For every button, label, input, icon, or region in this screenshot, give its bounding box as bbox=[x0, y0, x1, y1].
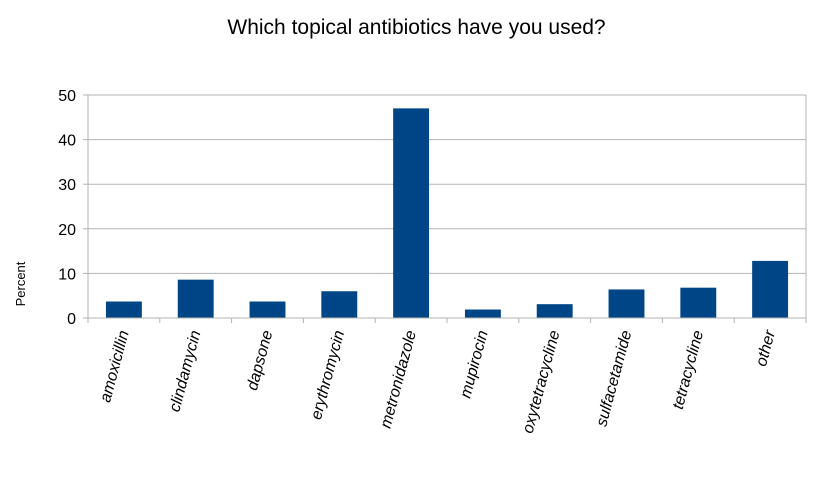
bar-mupirocin bbox=[464, 309, 501, 318]
bar-sulfacetamide bbox=[608, 289, 645, 318]
y-tick-label: 20 bbox=[58, 222, 76, 239]
bar-dapsone bbox=[249, 301, 286, 318]
axes bbox=[83, 94, 807, 323]
y-tick-label: 40 bbox=[58, 133, 76, 150]
x-tick-label: metronidazole bbox=[378, 329, 420, 431]
bar-erythromycin bbox=[321, 291, 358, 318]
y-tick-label: 0 bbox=[67, 311, 76, 328]
x-tick-label: mupirocin bbox=[457, 329, 491, 400]
bar-amoxicillin bbox=[105, 301, 142, 318]
y-tick-label: 50 bbox=[58, 88, 76, 105]
bar-clindamycin bbox=[177, 279, 214, 318]
x-tick-label: erythromycin bbox=[308, 329, 348, 422]
y-axis-label: Percent bbox=[13, 261, 28, 306]
x-tick-label: other bbox=[753, 328, 779, 368]
y-tick-label: 10 bbox=[58, 266, 76, 283]
x-tick-label: amoxicillin bbox=[97, 329, 133, 405]
bar-oxytetracycline bbox=[536, 304, 573, 318]
bar-other bbox=[752, 260, 789, 318]
x-tick-label: tetracycline bbox=[670, 329, 707, 412]
x-tick-label: sulfacetamide bbox=[593, 329, 635, 429]
bar-tetracycline bbox=[680, 287, 717, 318]
x-tick-label: dapsone bbox=[244, 329, 276, 393]
x-tick-labels: amoxicillin clindamycin dapsone erythromyci… bbox=[97, 328, 779, 435]
x-tick-label: clindamycin bbox=[167, 329, 205, 414]
bars bbox=[105, 108, 789, 318]
y-tick-label: 30 bbox=[58, 177, 76, 194]
x-tick-label: oxytetracycline bbox=[520, 329, 564, 436]
bar-metronidazole bbox=[393, 108, 430, 318]
y-tick-labels: 0 10 20 30 40 50 bbox=[58, 88, 76, 328]
chart-title: Which topical antibiotics have you used? bbox=[227, 16, 606, 39]
